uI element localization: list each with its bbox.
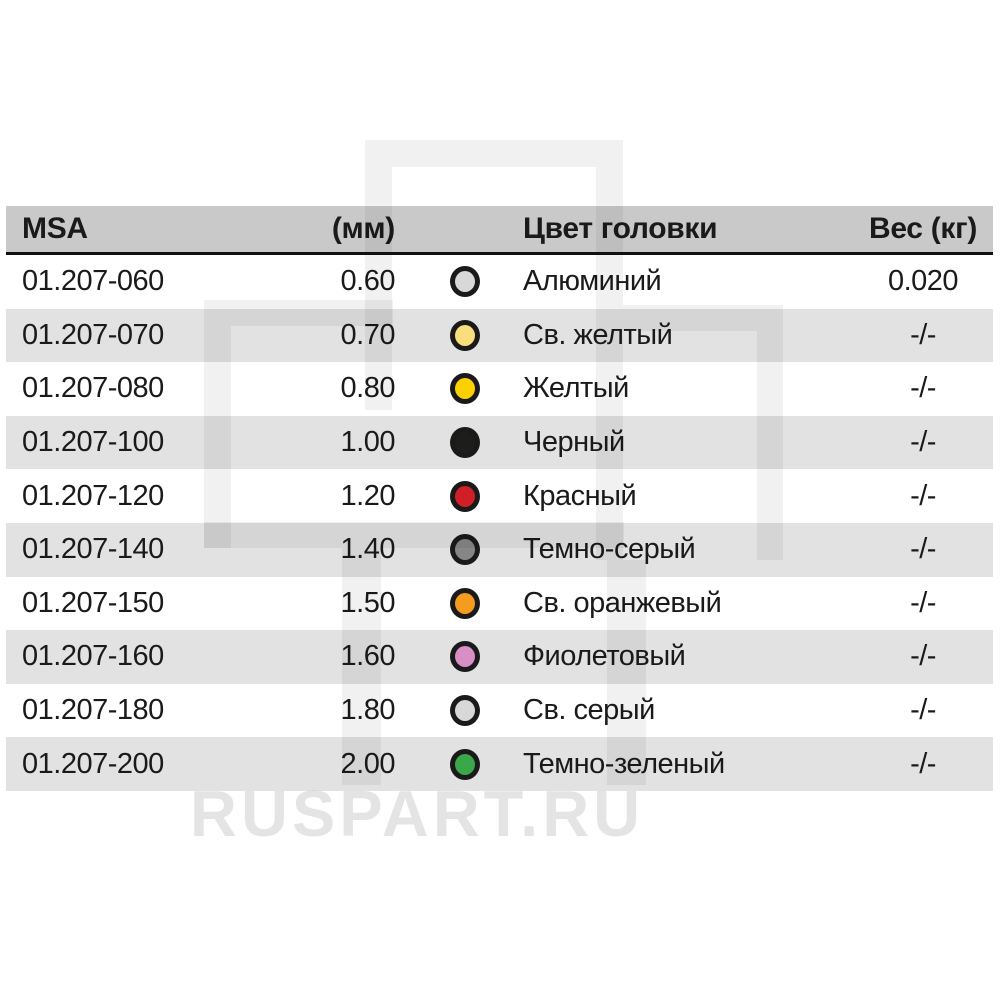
- head-color-name: Фиолетовый: [523, 640, 686, 673]
- weight-kg: -/-: [910, 426, 936, 459]
- color-dot-icon: [450, 695, 480, 727]
- watermark-band: [365, 140, 623, 167]
- head-color-cell: [440, 255, 490, 309]
- table-body: 01.207-060 0.60 Алюминий 0.020 01.207-07…: [6, 255, 993, 791]
- color-dot-icon: [450, 319, 480, 351]
- head-color-name: Св. желтый: [523, 318, 673, 351]
- diameter-mm: 1.20: [340, 479, 396, 512]
- table-row: 01.207-180 1.80 Св. серый -/-: [6, 683, 993, 738]
- header-head-color: Цвет головки: [523, 212, 718, 245]
- color-dot-icon: [450, 266, 480, 298]
- head-color-name: Св. серый: [523, 694, 655, 727]
- diameter-mm: 1.60: [340, 640, 396, 673]
- article-code: 01.207-060: [22, 265, 164, 298]
- head-color-name: Алюминий: [523, 265, 662, 298]
- head-color-cell: [440, 577, 490, 631]
- head-color-name: Св. оранжевый: [523, 586, 722, 619]
- article-code: 01.207-080: [22, 372, 164, 405]
- head-color-name: Темно-зеленый: [523, 747, 725, 780]
- table-row: 01.207-140 1.40 Темно-серый -/-: [6, 522, 993, 577]
- head-color-name: Темно-серый: [523, 533, 696, 566]
- color-dot-icon: [450, 587, 480, 619]
- weight-kg: -/-: [910, 640, 936, 673]
- diameter-mm: 0.70: [340, 318, 396, 351]
- diameter-mm: 1.40: [340, 533, 396, 566]
- head-color-name: Красный: [523, 479, 637, 512]
- table-row: 01.207-160 1.60 Фиолетовый -/-: [6, 630, 993, 684]
- article-code: 01.207-140: [22, 533, 164, 566]
- head-color-cell: [440, 309, 490, 363]
- header-weight: Вес (кг): [868, 212, 978, 245]
- article-code: 01.207-180: [22, 694, 164, 727]
- header-mm: (мм): [331, 212, 395, 245]
- diameter-mm: 0.80: [340, 372, 396, 405]
- head-color-name: Желтый: [523, 372, 629, 405]
- article-code: 01.207-070: [22, 318, 164, 351]
- diameter-mm: 2.00: [340, 747, 396, 780]
- table-row: 01.207-080 0.80 Желтый -/-: [6, 362, 993, 416]
- head-color-cell: [440, 630, 490, 684]
- table-header-row: MSA (мм) Цвет головки Вес (кг): [6, 206, 993, 255]
- weight-kg: 0.020: [887, 265, 959, 298]
- article-code: 01.207-160: [22, 640, 164, 673]
- color-dot-icon: [450, 480, 480, 512]
- head-color-cell: [440, 684, 490, 738]
- table-row: 01.207-200 2.00 Темно-зеленый -/-: [6, 737, 993, 791]
- head-color-cell: [440, 523, 490, 577]
- diameter-mm: 1.80: [340, 694, 396, 727]
- weight-kg: -/-: [910, 694, 936, 727]
- table-row: 01.207-070 0.70 Св. желтый -/-: [6, 308, 993, 363]
- weight-kg: -/-: [910, 747, 936, 780]
- weight-kg: -/-: [910, 586, 936, 619]
- head-color-cell: [440, 362, 490, 416]
- article-code: 01.207-150: [22, 586, 164, 619]
- article-code: 01.207-120: [22, 479, 164, 512]
- weight-kg: -/-: [910, 372, 936, 405]
- diameter-mm: 1.50: [340, 586, 396, 619]
- diameter-mm: 0.60: [340, 265, 396, 298]
- head-color-cell: [440, 469, 490, 523]
- head-color-name: Черный: [523, 426, 625, 459]
- article-code: 01.207-200: [22, 747, 164, 780]
- table-row: 01.207-150 1.50 Св. оранжевый -/-: [6, 576, 993, 631]
- table-row: 01.207-120 1.20 Красный -/-: [6, 469, 993, 523]
- color-dot-icon: [450, 373, 480, 405]
- weight-kg: -/-: [910, 318, 936, 351]
- head-color-cell: [440, 416, 490, 470]
- article-code: 01.207-100: [22, 426, 164, 459]
- diameter-mm: 1.00: [340, 426, 396, 459]
- product-table: MSA (мм) Цвет головки Вес (кг) 01.207-06…: [6, 206, 993, 791]
- color-dot-icon: [450, 748, 480, 780]
- header-msa: MSA: [22, 212, 88, 245]
- table-row: 01.207-060 0.60 Алюминий 0.020: [6, 255, 993, 309]
- table-row: 01.207-100 1.00 Черный -/-: [6, 415, 993, 470]
- head-color-cell: [440, 737, 490, 791]
- color-dot-icon: [450, 641, 480, 673]
- weight-kg: -/-: [910, 479, 936, 512]
- color-dot-icon: [450, 427, 480, 459]
- color-dot-icon: [450, 534, 480, 566]
- weight-kg: -/-: [910, 533, 936, 566]
